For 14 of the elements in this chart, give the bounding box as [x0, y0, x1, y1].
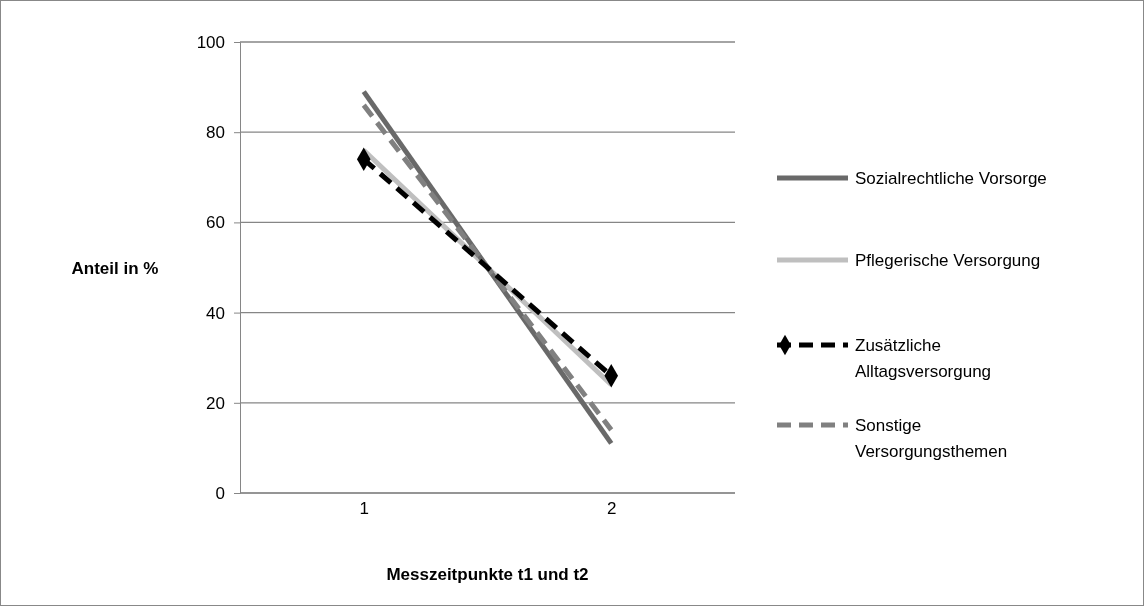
legend-label: Sonstige Versorgungsthemen — [855, 416, 1008, 461]
y-tick-label: 100 — [196, 32, 225, 52]
y-axis-title: Anteil in % — [71, 258, 159, 278]
y-tick-label: 20 — [206, 393, 225, 413]
x-axis-title: Messzeitpunkte t1 und t2 — [386, 565, 589, 584]
x-tick-label: 2 — [607, 499, 617, 518]
y-tick-label: 80 — [206, 123, 225, 143]
legend-label: Sozialrechtliche Vorsorge — [855, 169, 1047, 188]
legend-label: Pflegerische Versorgung — [855, 251, 1041, 270]
x-tick-label: 1 — [359, 499, 369, 518]
y-tick-label: 0 — [215, 483, 225, 503]
y-tick-label: 40 — [206, 303, 225, 323]
legend-label: Zusätzliche Alltagsversorgung — [855, 336, 992, 381]
y-tick-label: 60 — [206, 213, 225, 233]
